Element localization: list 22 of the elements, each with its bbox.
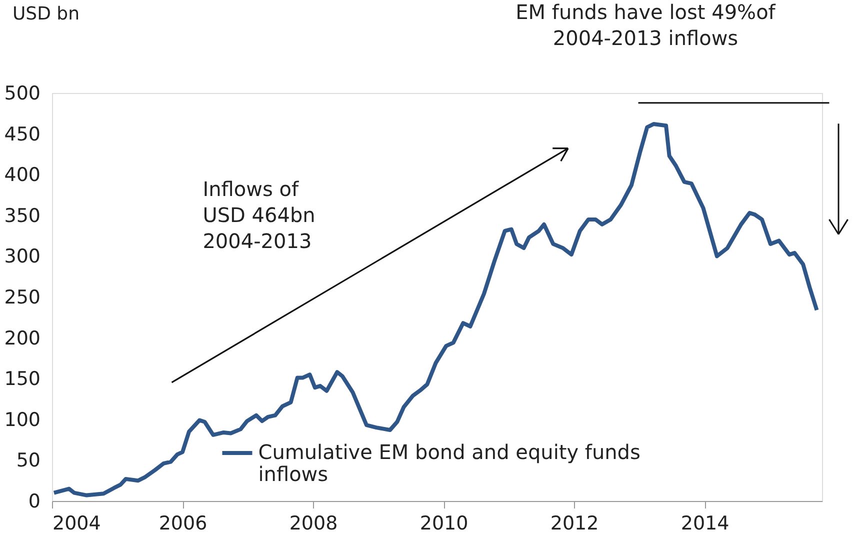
line-series	[52, 122, 819, 498]
y-tick-label: 400	[4, 164, 40, 186]
y-tick-label: 450	[4, 123, 40, 146]
x-tick-label: 2006	[158, 512, 208, 534]
x-tick-label: 2010	[420, 512, 468, 534]
x-tick-label: 2012	[550, 512, 599, 534]
x-tick-label: 2008	[289, 512, 338, 534]
text: EM funds have lost 49%of 2004-2013 inflows	[516, 0, 776, 50]
legend-label: Cumulative EM bond and equity funds inflows	[258, 440, 640, 486]
x-tick-label: 2004	[52, 512, 101, 534]
y-tick-label: 300	[4, 246, 40, 268]
y-tick-label: 250	[4, 286, 40, 308]
y-tick-label: 0	[28, 490, 40, 512]
y-tick-label: 50	[16, 450, 40, 472]
y-tick-label: 350	[4, 204, 40, 227]
annotation: Inflows of USD 464bn 2004-2013	[202, 176, 316, 253]
y-tick-label: 500	[4, 82, 40, 104]
y-tick-label: 150	[4, 368, 40, 390]
y-tick-label: 200	[4, 327, 40, 350]
y-axis-title: USD bn	[12, 4, 80, 24]
y-tick-label: 100	[4, 408, 40, 431]
x-tick-label: 2014	[680, 512, 730, 534]
